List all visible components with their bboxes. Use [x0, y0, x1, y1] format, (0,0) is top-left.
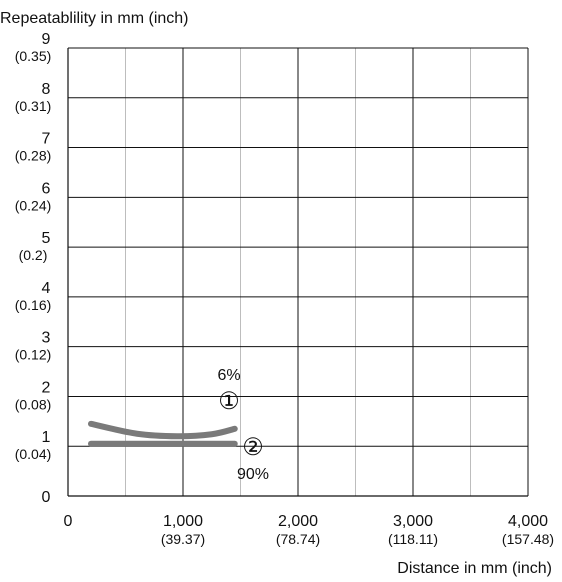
axis-label-layer: Repeatablility in mm (inch) Distance in … [0, 10, 552, 577]
x-tick-label-4: 4,000 [508, 513, 548, 530]
y-axis-title: Repeatablility in mm (inch) [0, 10, 189, 27]
series-2-marker: ② [242, 434, 264, 461]
y-tick-sublabel-5: (0.2) [19, 247, 48, 263]
y-tick-label-6: 6 [42, 180, 51, 197]
y-tick-label-0: 0 [42, 489, 51, 506]
x-tick-sublabel-2: (78.74) [276, 531, 320, 547]
x-tick-label-0: 0 [64, 513, 73, 530]
y-tick-label-5: 5 [42, 230, 51, 247]
series-2-annotation-text: 90% [237, 466, 269, 483]
series-1-marker: ① [218, 388, 240, 415]
x-axis-title: Distance in mm (inch) [397, 560, 552, 577]
x-tick-sublabel-1: (39.37) [161, 531, 205, 547]
y-tick-sublabel-2: (0.08) [15, 396, 52, 412]
y-tick-label-3: 3 [42, 330, 51, 347]
x-tick-label-3: 3,000 [393, 513, 433, 530]
y-tick-label-2: 2 [42, 379, 51, 396]
y-tick-sublabel-4: (0.16) [15, 297, 52, 313]
x-tick-sublabel-4: (157.48) [502, 531, 554, 547]
series-1-annotation-text: 6% [217, 367, 240, 384]
y-tick-label-1: 1 [42, 429, 51, 446]
annotation-layer: 6% ①② 90% [217, 367, 269, 483]
x-tick-label-1: 1,000 [163, 513, 203, 530]
y-tick-sublabel-7: (0.28) [15, 148, 52, 164]
series-line-0 [88, 420, 238, 440]
y-tick-label-8: 8 [42, 81, 51, 98]
y-tick-sublabel-3: (0.12) [15, 347, 52, 363]
y-tick-label-4: 4 [42, 280, 51, 297]
x-tick-sublabel-3: (118.11) [388, 531, 438, 547]
y-tick-sublabel-8: (0.31) [15, 98, 52, 114]
series-layer [88, 420, 238, 447]
y-tick-sublabel-1: (0.04) [15, 446, 52, 462]
x-tick-label-2: 2,000 [278, 513, 318, 530]
y-tick-label-9: 9 [42, 31, 51, 48]
y-tick-sublabel-9: (0.35) [15, 48, 52, 64]
grid-layer: 01(0.04)2(0.08)3(0.12)4(0.16)5(0.2)6(0.2… [15, 31, 554, 547]
y-tick-label-7: 7 [42, 131, 51, 148]
y-tick-sublabel-6: (0.24) [15, 197, 52, 213]
